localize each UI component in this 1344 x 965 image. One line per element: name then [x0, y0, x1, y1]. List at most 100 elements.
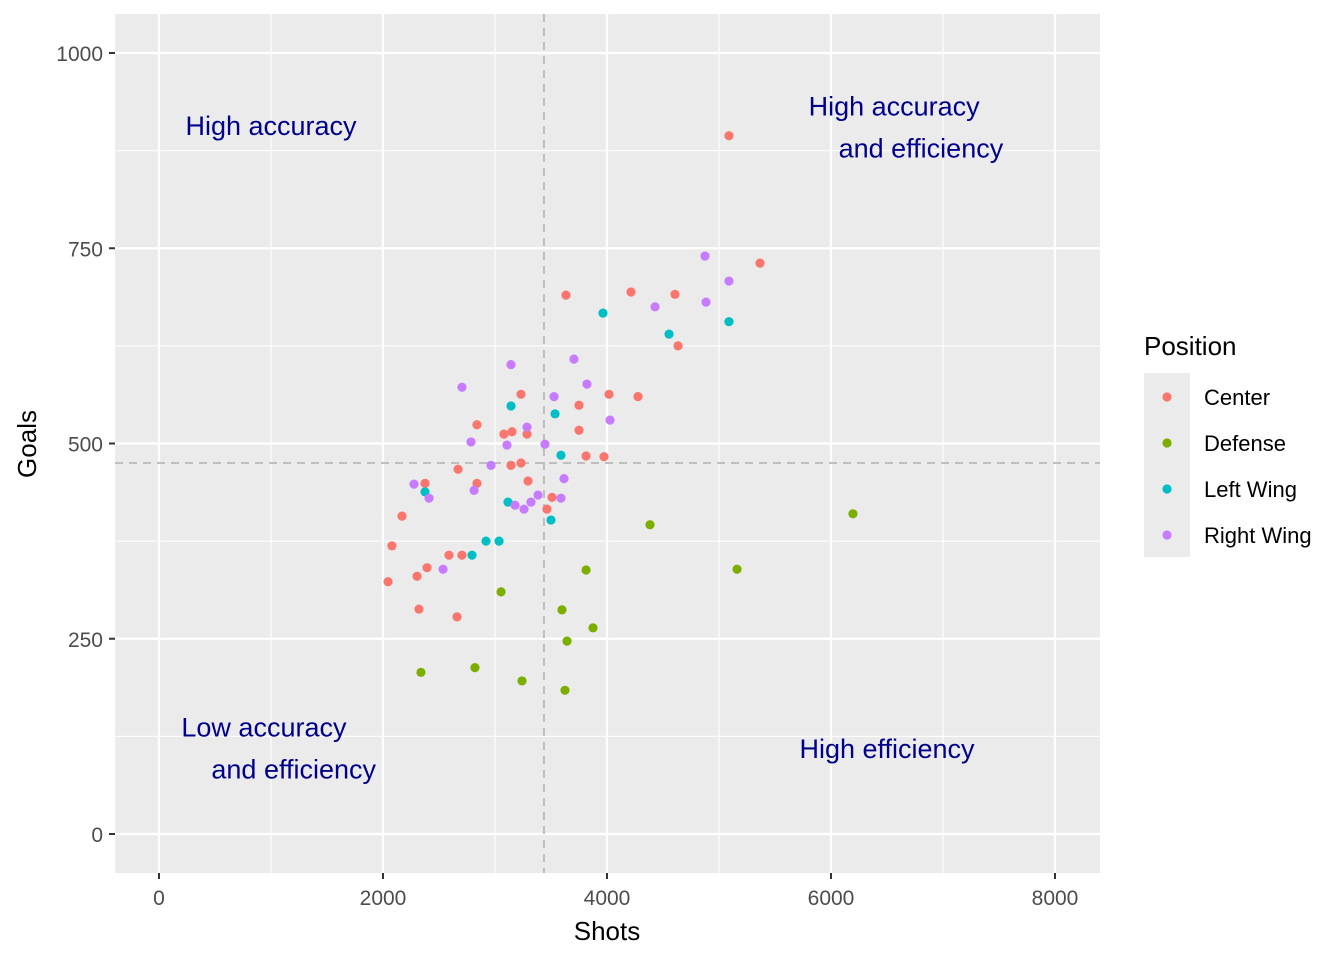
data-point-right-wing: [700, 251, 710, 261]
data-point-right-wing: [424, 493, 434, 503]
data-point-right-wing: [409, 479, 419, 489]
data-point-center: [574, 425, 584, 435]
x-axis-title: Shots: [574, 916, 641, 946]
data-point-defense: [732, 564, 742, 574]
data-point-center: [542, 504, 552, 514]
data-point-defense: [470, 663, 480, 673]
quadrant-annotations: High accuracy High accuracy and efficienc…: [181, 91, 1003, 784]
data-point-right-wing: [522, 422, 532, 432]
data-point-right-wing: [526, 497, 536, 507]
data-point-center: [452, 612, 462, 622]
data-point-right-wing: [533, 490, 543, 500]
data-point-center: [457, 550, 467, 560]
data-point-right-wing: [559, 474, 569, 484]
data-point-defense: [562, 636, 572, 646]
legend-label: Defense: [1204, 431, 1286, 456]
y-axis-title: Goals: [12, 410, 42, 478]
annotation-text: High accuracy: [185, 111, 357, 141]
data-point-center: [499, 429, 509, 439]
data-point-center: [581, 451, 591, 461]
data-point-right-wing: [569, 354, 579, 364]
data-point-center: [574, 400, 584, 410]
data-point-center: [670, 289, 680, 299]
data-point-center: [472, 478, 482, 488]
data-point-right-wing: [438, 564, 448, 574]
data-point-center: [673, 341, 683, 351]
data-point-center: [522, 429, 532, 439]
data-point-defense: [588, 623, 598, 633]
data-point-right-wing: [510, 500, 520, 510]
data-point-center: [626, 287, 636, 297]
legend-label: Center: [1204, 385, 1270, 410]
annotation-text: Low accuracy: [181, 712, 347, 742]
data-point-defense: [645, 520, 655, 530]
data-point-left-wing: [481, 536, 491, 546]
data-point-center: [397, 511, 407, 521]
legend-key-background: [1144, 373, 1190, 557]
legend: Position Center Defense Left Wing Right Win…: [1144, 331, 1312, 557]
data-point-left-wing: [503, 497, 513, 507]
data-point-center: [412, 571, 422, 581]
data-point-center: [444, 550, 454, 560]
data-point-center: [724, 131, 734, 141]
legend-label: Right Wing: [1204, 523, 1312, 548]
x-tick-label: 2000: [360, 887, 407, 910]
data-point-left-wing: [494, 536, 504, 546]
x-tick-label: 4000: [584, 887, 631, 910]
data-point-left-wing: [467, 550, 477, 560]
legend-key: [1162, 438, 1172, 448]
data-point-center: [633, 392, 643, 402]
data-point-right-wing: [502, 440, 512, 450]
data-point-left-wing: [550, 409, 560, 419]
data-point-defense: [848, 509, 858, 519]
data-point-left-wing: [556, 450, 566, 460]
data-points: [383, 131, 858, 695]
data-point-center: [414, 604, 424, 614]
data-point-left-wing: [506, 401, 516, 411]
data-point-defense: [416, 667, 426, 677]
data-point-right-wing: [506, 360, 516, 370]
axes: 0 2000 4000 6000 8000 0 250 500 750 1000: [56, 43, 1078, 910]
data-point-center: [507, 427, 517, 437]
data-point-center: [604, 389, 614, 399]
data-point-center: [516, 458, 526, 468]
annotation-text: High efficiency: [799, 734, 975, 764]
data-point-right-wing: [486, 460, 496, 470]
data-point-defense: [496, 587, 506, 597]
y-tick-label: 500: [68, 434, 103, 457]
data-point-center: [472, 420, 482, 430]
data-point-defense: [560, 685, 570, 695]
data-point-right-wing: [540, 439, 550, 449]
y-tick-label: 1000: [56, 43, 103, 66]
legend-key: [1162, 484, 1172, 494]
data-point-center: [755, 258, 765, 268]
x-tick-label: 6000: [808, 887, 855, 910]
data-point-right-wing: [582, 379, 592, 389]
annotation-text: High accuracy: [809, 91, 981, 121]
data-point-center: [387, 541, 397, 551]
annotation-text: and efficiency: [181, 754, 376, 784]
data-point-center: [523, 476, 533, 486]
data-point-center: [547, 492, 557, 502]
legend-key: [1162, 530, 1172, 540]
data-point-defense: [557, 605, 567, 615]
data-point-center: [561, 290, 571, 300]
y-tick-label: 750: [68, 238, 103, 261]
data-point-right-wing: [457, 382, 467, 392]
legend-label: Left Wing: [1204, 477, 1297, 502]
data-point-center: [383, 577, 393, 587]
data-point-left-wing: [664, 329, 674, 339]
x-tick-label: 8000: [1032, 887, 1079, 910]
data-point-center: [506, 460, 516, 470]
data-point-right-wing: [519, 504, 529, 514]
data-point-right-wing: [556, 493, 566, 503]
legend-title: Position: [1144, 331, 1237, 361]
data-point-center: [599, 452, 609, 462]
y-tick-label: 250: [68, 629, 103, 652]
y-tick-label: 0: [91, 824, 103, 847]
reference-lines: [115, 14, 1100, 873]
data-point-left-wing: [598, 308, 608, 318]
data-point-center: [422, 563, 432, 573]
data-point-defense: [517, 676, 527, 686]
